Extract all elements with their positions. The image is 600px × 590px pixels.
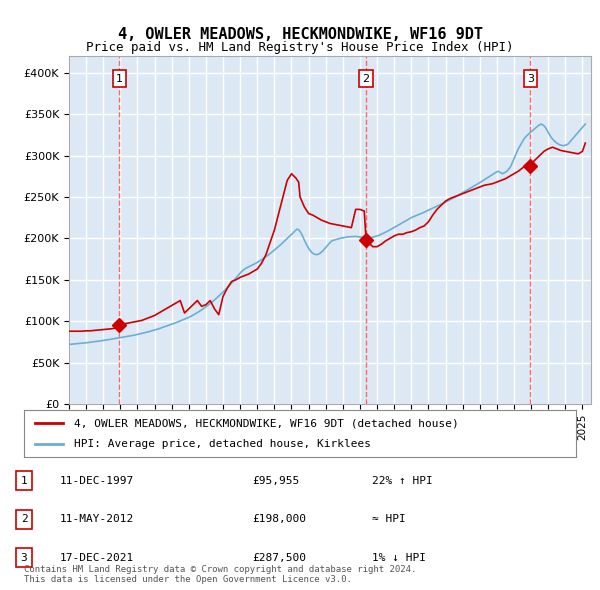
Text: 3: 3: [20, 553, 28, 562]
Text: 4, OWLER MEADOWS, HECKMONDWIKE, WF16 9DT: 4, OWLER MEADOWS, HECKMONDWIKE, WF16 9DT: [118, 27, 482, 41]
Text: 2: 2: [362, 74, 370, 84]
Text: 1% ↓ HPI: 1% ↓ HPI: [372, 553, 426, 562]
Text: 4, OWLER MEADOWS, HECKMONDWIKE, WF16 9DT (detached house): 4, OWLER MEADOWS, HECKMONDWIKE, WF16 9DT…: [74, 418, 458, 428]
Text: Price paid vs. HM Land Registry's House Price Index (HPI): Price paid vs. HM Land Registry's House …: [86, 41, 514, 54]
Text: 17-DEC-2021: 17-DEC-2021: [60, 553, 134, 562]
Text: Contains HM Land Registry data © Crown copyright and database right 2024.
This d: Contains HM Land Registry data © Crown c…: [24, 565, 416, 584]
Text: 1: 1: [116, 74, 123, 84]
Text: £198,000: £198,000: [252, 514, 306, 524]
Text: 11-DEC-1997: 11-DEC-1997: [60, 476, 134, 486]
Text: HPI: Average price, detached house, Kirklees: HPI: Average price, detached house, Kirk…: [74, 439, 371, 449]
Text: 11-MAY-2012: 11-MAY-2012: [60, 514, 134, 524]
Text: 2: 2: [20, 514, 28, 524]
Text: 3: 3: [527, 74, 534, 84]
Text: 22% ↑ HPI: 22% ↑ HPI: [372, 476, 433, 486]
Text: £287,500: £287,500: [252, 553, 306, 562]
Text: £95,955: £95,955: [252, 476, 299, 486]
Text: ≈ HPI: ≈ HPI: [372, 514, 406, 524]
Text: 1: 1: [20, 476, 28, 486]
